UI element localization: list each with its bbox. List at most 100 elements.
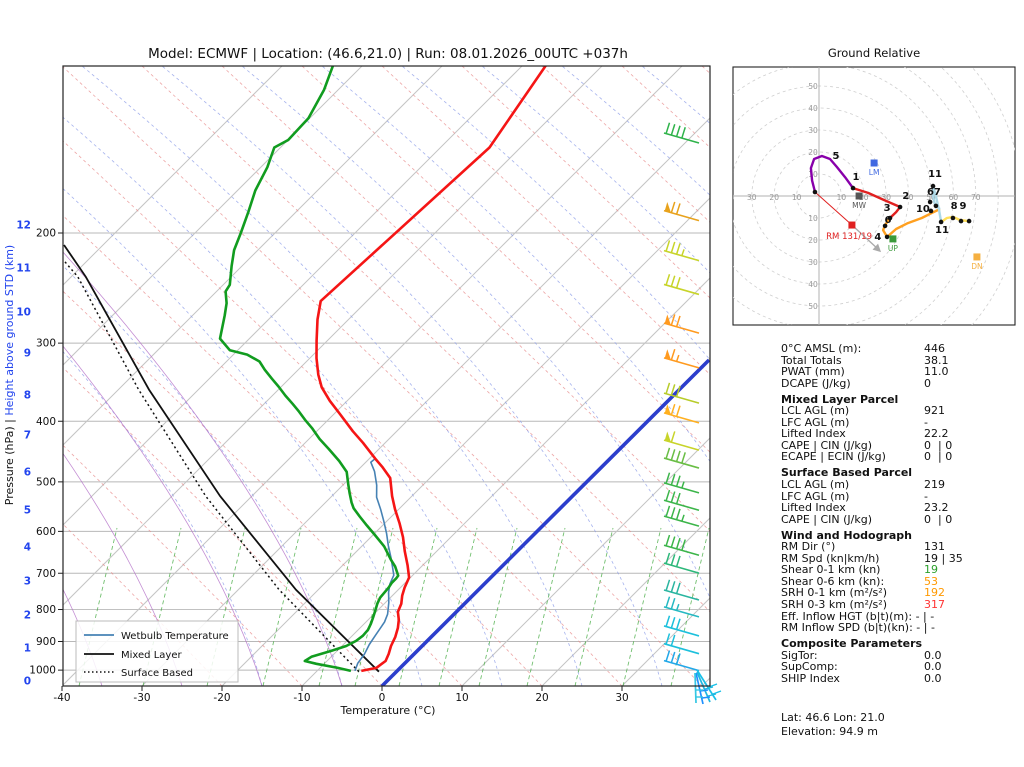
stats-section-header: Wind and Hodograph <box>781 528 913 542</box>
height-km-tick-label: 6 <box>24 467 31 479</box>
sounding-profiles <box>63 66 548 673</box>
wind-barb <box>663 650 700 672</box>
hodo-ring-label: 40 <box>904 193 914 202</box>
stats-section-header: Surface Based Parcel <box>781 466 913 480</box>
stats-row: Lifted Index 23.2 <box>781 501 949 515</box>
temp-tick-label: 10 <box>455 692 468 704</box>
wind-barb <box>663 534 700 557</box>
height-km-tick-label: 1 <box>24 643 31 655</box>
stats-row: PWAT (mm) 11.0 <box>781 365 949 379</box>
legend: Wetbulb Temperature Mixed Layer Surface … <box>75 620 239 683</box>
hodo-ring-label: 20 <box>769 193 779 202</box>
stats-row: RM Dir (°) 131 <box>781 540 945 554</box>
pressure-tick-label: 600 <box>36 526 56 538</box>
wind-barb <box>663 348 700 369</box>
skewt-background-grid <box>63 66 710 686</box>
stats-row: LFC AGL (m) - <box>781 415 928 429</box>
temp-tick-label: -20 <box>213 692 230 704</box>
wind-barb <box>663 472 700 494</box>
pressure-tick-label: 700 <box>36 568 56 580</box>
pressure-tick-label: 800 <box>36 604 56 616</box>
height-km-tick-label: 9 <box>24 348 31 360</box>
hodo-ring-label: 10 <box>792 193 802 202</box>
hodo-height-label: 9 <box>960 201 967 212</box>
stats-section-header: Mixed Layer Parcel <box>781 392 899 406</box>
elevation-text: Elevation: 94.9 m <box>781 724 879 738</box>
stats-row: RM Inflow SPD (b|t)(kn): - | - <box>781 621 935 635</box>
stats-row: Total Totals 38.1 <box>781 353 949 367</box>
hodo-marker-mw <box>855 192 863 200</box>
surface-based-parcel-line <box>63 260 360 673</box>
stats-row: SRH 0-1 km (m²/s²) 192 <box>781 586 945 600</box>
pressure-tick-label: 300 <box>36 338 56 350</box>
hodo-ring-label: 20 <box>808 148 818 157</box>
height-km-tick-label: 0 <box>24 676 31 688</box>
stats-row: SRH 0-3 km (m²/s²) 317 <box>781 597 945 611</box>
pressure-tick-label: 400 <box>36 416 56 428</box>
skewt-axes-frame: -40 -30 -20 -10 0 10 20 30200300400500600700800… <box>16 65 711 704</box>
pressure-tick-label: 900 <box>36 636 56 648</box>
y-axis-label-sep: | <box>3 416 16 427</box>
legend-mixed-layer-label: Mixed Layer <box>121 650 182 661</box>
legend-wetbulb-label: Wetbulb Temperature <box>121 631 229 642</box>
pressure-tick-label: 200 <box>36 228 56 240</box>
stats-row: RM Spd (kn|km/h) 19 | 35 <box>781 551 963 565</box>
stats-row: LCL AGL (m) 921 <box>781 404 945 418</box>
height-km-tick-label: 8 <box>24 390 31 402</box>
hodo-ring-label: 40 <box>725 193 735 202</box>
temp-tick-label: -10 <box>293 692 310 704</box>
y-axis-label-height: Height above ground STD (km) <box>3 245 16 416</box>
pressure-tick-label: 1000 <box>29 665 56 677</box>
temp-tick-label: -30 <box>133 692 150 704</box>
freezing-isotherm-line <box>380 358 710 686</box>
hodo-ring-label: 10 <box>837 193 847 202</box>
wind-barb <box>663 201 700 222</box>
stats-row: LFC AGL (m) - <box>781 489 928 503</box>
stats-panel: 0°C AMSL (m): 446 Total Totals 38.1 PWAT (mm… <box>781 343 1021 684</box>
wind-barb <box>663 403 700 424</box>
wind-barb <box>663 273 700 296</box>
latlon-text: Lat: 46.6 Lon: 21.0 <box>781 711 885 724</box>
stats-row: SHIP Index 0.0 <box>781 671 942 685</box>
height-km-tick-label: 5 <box>24 505 31 517</box>
hodo-height-label: 6 <box>885 215 892 226</box>
hodo-ring-label: 30 <box>881 193 891 202</box>
hodo-marker-label: DN <box>971 262 982 271</box>
location-footer: Lat: 46.6 Lon: 21.0 Elevation: 94.9 m <box>781 711 885 738</box>
hodo-ring-label: 70 <box>971 193 981 202</box>
hodo-ring-label: 20 <box>808 236 818 245</box>
temp-tick-label: 20 <box>535 692 548 704</box>
stats-row: Shear 0-6 km (kn): 53 <box>781 574 938 588</box>
hodo-height-label: 5 <box>833 151 840 162</box>
stats-row: SigTor: 0.0 <box>781 648 942 662</box>
stats-section-header: Composite Parameters <box>781 637 923 651</box>
hodo-height-label: 8 <box>951 201 958 212</box>
hodo-ring-label: 50 <box>808 82 818 91</box>
hodo-ring-label: 20 <box>859 193 869 202</box>
wetbulb-temperature-line <box>315 66 547 672</box>
hodo-height-label: 11 <box>935 225 949 236</box>
hodo-height-label: 1 <box>852 172 859 183</box>
legend-surface-based-label: Surface Based <box>121 668 193 679</box>
stats-row: Shear 0-1 km (kn) 19 <box>781 563 938 577</box>
stats-row: CAPE | CIN (J/kg) 0 | 0 <box>781 512 953 526</box>
wind-barb <box>663 447 700 469</box>
stats-row: CAPE | CIN (J/kg) 0 | 0 <box>781 438 953 452</box>
wind-barb <box>663 505 700 527</box>
hodo-height-label: 2 <box>902 191 909 202</box>
figure-title: Model: ECMWF | Location: (46.6,21.0) | R… <box>148 46 628 62</box>
hodo-ring-label: 10 <box>808 170 818 179</box>
hodo-height-label: 67 <box>927 187 941 198</box>
hodo-marker-label: UP <box>888 244 898 253</box>
stats-row: SupComp: 0.0 <box>781 660 942 674</box>
rm-vector-label: RM 131/19 <box>826 232 872 242</box>
wind-barb <box>663 382 700 404</box>
temperature-line <box>315 66 548 673</box>
x-axis-label: Temperature (°C) <box>340 704 436 717</box>
stats-row: ECAPE | ECIN (J/kg) 0 | 0 <box>781 450 953 464</box>
hodo-height-label: 3 <box>884 203 891 214</box>
height-km-tick-label: 4 <box>24 542 31 554</box>
hodo-marker-label: LM <box>869 168 880 177</box>
hodo-marker-dn <box>973 253 981 261</box>
